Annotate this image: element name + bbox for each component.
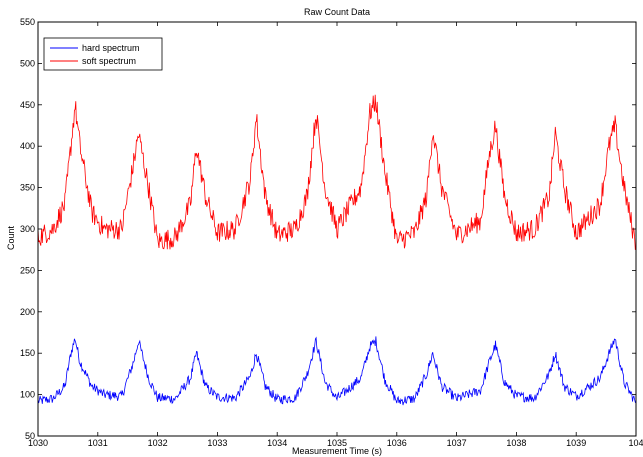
y-tick-label-8: 450	[20, 100, 35, 110]
x-tick-label-10: 104	[628, 438, 643, 448]
series-line-0	[37, 336, 637, 406]
y-axis-label: Count	[6, 226, 16, 251]
legend-box	[43, 37, 163, 71]
x-tick-label-8: 1038	[506, 438, 526, 448]
x-tick-label-2: 1032	[148, 438, 168, 448]
y-tick-label-1: 100	[20, 390, 35, 400]
axes-layer: 1030 1031 1032 1033 1034 1035 1036 1037 1038 1039…	[20, 17, 643, 448]
x-tick-label-6: 1036	[387, 438, 407, 448]
y-tick-label-4: 250	[20, 265, 35, 275]
y-tick-label-2: 150	[20, 348, 35, 358]
legend-label-0: hard spectrum	[82, 43, 140, 53]
y-tick-label-5: 300	[20, 224, 35, 234]
x-axis-label: Measurement Time (s)	[292, 446, 382, 456]
y-tick-label-0: 50	[25, 431, 35, 441]
y-tick-label-9: 500	[20, 58, 35, 68]
x-tick-label-7: 1037	[447, 438, 467, 448]
legend: hard spectrum soft spectrum	[43, 37, 163, 71]
series-layer	[37, 94, 637, 406]
series-line-1	[37, 94, 637, 250]
y-tick-label-6: 350	[20, 183, 35, 193]
x-tick-label-0: 1030	[28, 438, 48, 448]
chart-title: Raw Count Data	[304, 7, 370, 17]
x-tick-label-9: 1039	[566, 438, 586, 448]
y-tick-label-3: 200	[20, 307, 35, 317]
y-tick-label-10: 550	[20, 17, 35, 27]
x-tick-label-3: 1033	[207, 438, 227, 448]
legend-label-1: soft spectrum	[82, 56, 136, 66]
x-tick-label-4: 1034	[267, 438, 287, 448]
x-tick-label-5: 1035	[327, 438, 347, 448]
x-tick-label-1: 1031	[88, 438, 108, 448]
y-tick-label-7: 400	[20, 141, 35, 151]
